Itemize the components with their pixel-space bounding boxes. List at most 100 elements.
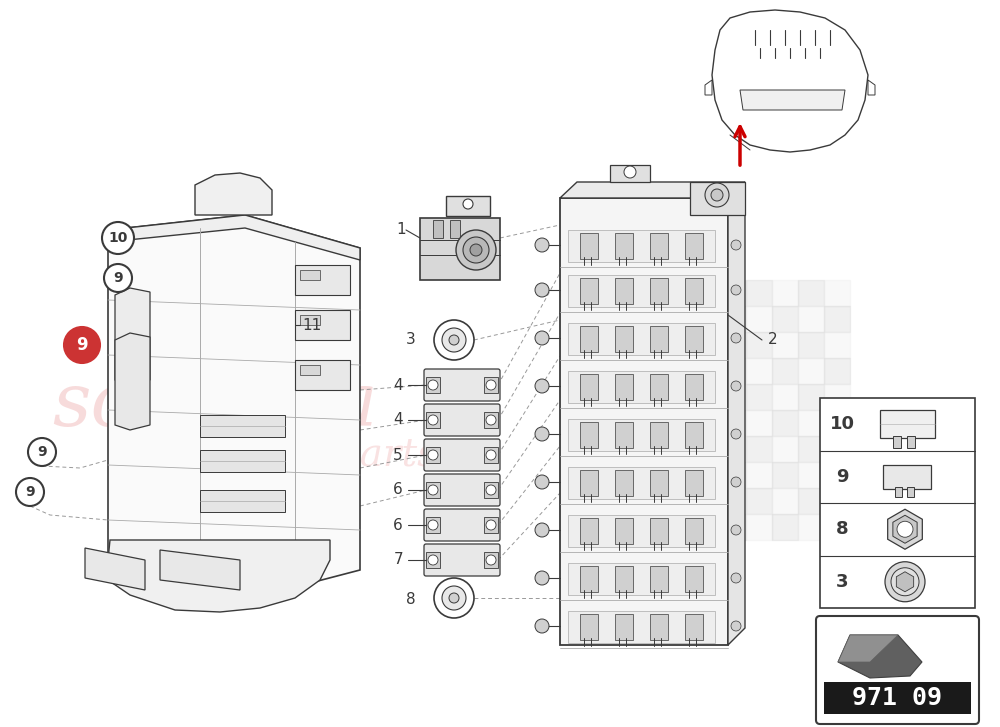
Bar bbox=[798, 358, 824, 384]
Bar bbox=[720, 280, 746, 306]
Bar bbox=[907, 487, 914, 497]
Circle shape bbox=[64, 327, 100, 363]
Bar bbox=[694, 280, 720, 306]
Bar bbox=[798, 410, 824, 436]
Circle shape bbox=[535, 331, 549, 345]
Bar bbox=[668, 462, 694, 488]
Bar bbox=[650, 326, 668, 352]
Bar bbox=[615, 422, 633, 448]
Bar bbox=[642, 514, 668, 540]
Bar bbox=[720, 306, 746, 332]
Bar bbox=[772, 358, 798, 384]
Circle shape bbox=[428, 555, 438, 565]
Bar bbox=[694, 384, 720, 410]
Bar bbox=[590, 306, 616, 332]
Bar bbox=[694, 306, 720, 332]
Bar bbox=[200, 490, 285, 512]
Bar bbox=[615, 518, 633, 544]
Text: 5: 5 bbox=[393, 448, 403, 462]
Polygon shape bbox=[568, 275, 715, 307]
Text: 4: 4 bbox=[393, 377, 403, 393]
Circle shape bbox=[463, 199, 473, 209]
Polygon shape bbox=[568, 563, 715, 595]
Bar bbox=[484, 412, 498, 428]
Circle shape bbox=[428, 450, 438, 460]
Text: 6: 6 bbox=[393, 518, 403, 532]
Polygon shape bbox=[568, 611, 715, 643]
Polygon shape bbox=[712, 10, 868, 152]
FancyBboxPatch shape bbox=[424, 544, 500, 576]
Circle shape bbox=[428, 520, 438, 530]
Bar bbox=[642, 436, 668, 462]
Circle shape bbox=[535, 238, 549, 252]
Bar bbox=[668, 410, 694, 436]
Polygon shape bbox=[568, 230, 715, 262]
Polygon shape bbox=[115, 288, 150, 385]
Text: scuderia: scuderia bbox=[52, 369, 378, 441]
Bar bbox=[746, 332, 772, 358]
Circle shape bbox=[731, 573, 741, 583]
Bar bbox=[426, 412, 440, 428]
Bar bbox=[685, 518, 703, 544]
Bar bbox=[798, 436, 824, 462]
Bar bbox=[772, 410, 798, 436]
Polygon shape bbox=[838, 635, 898, 662]
Bar bbox=[300, 270, 320, 280]
Bar bbox=[616, 514, 642, 540]
Bar bbox=[426, 517, 440, 533]
Circle shape bbox=[731, 525, 741, 535]
Polygon shape bbox=[568, 371, 715, 403]
Bar bbox=[820, 398, 975, 608]
Bar bbox=[484, 377, 498, 393]
Polygon shape bbox=[705, 80, 712, 95]
Bar bbox=[580, 374, 598, 400]
FancyBboxPatch shape bbox=[424, 369, 500, 401]
Bar bbox=[824, 384, 850, 410]
Bar bbox=[616, 436, 642, 462]
Bar bbox=[685, 614, 703, 640]
Bar bbox=[484, 482, 498, 498]
Circle shape bbox=[535, 379, 549, 393]
Bar bbox=[685, 374, 703, 400]
Circle shape bbox=[486, 415, 496, 425]
Bar bbox=[615, 566, 633, 592]
Bar bbox=[772, 514, 798, 540]
Bar bbox=[824, 306, 850, 332]
Bar bbox=[615, 233, 633, 259]
Bar bbox=[746, 514, 772, 540]
Bar bbox=[694, 332, 720, 358]
Circle shape bbox=[428, 380, 438, 390]
Circle shape bbox=[434, 320, 474, 360]
Bar bbox=[685, 566, 703, 592]
Bar bbox=[590, 514, 616, 540]
Bar bbox=[650, 566, 668, 592]
Bar bbox=[895, 487, 902, 497]
Bar bbox=[685, 233, 703, 259]
Bar bbox=[798, 306, 824, 332]
Bar bbox=[694, 410, 720, 436]
Bar bbox=[720, 514, 746, 540]
Text: 10: 10 bbox=[830, 415, 854, 433]
Polygon shape bbox=[560, 198, 728, 645]
Bar bbox=[798, 488, 824, 514]
Bar bbox=[616, 306, 642, 332]
Bar bbox=[650, 233, 668, 259]
Bar bbox=[746, 384, 772, 410]
Bar bbox=[668, 488, 694, 514]
Bar bbox=[824, 358, 850, 384]
FancyBboxPatch shape bbox=[424, 439, 500, 471]
Bar bbox=[746, 306, 772, 332]
Bar bbox=[685, 470, 703, 496]
Bar bbox=[650, 614, 668, 640]
Circle shape bbox=[885, 562, 925, 602]
Circle shape bbox=[731, 477, 741, 487]
Text: 6: 6 bbox=[393, 483, 403, 497]
Bar bbox=[824, 410, 850, 436]
Bar bbox=[616, 410, 642, 436]
Text: 10: 10 bbox=[108, 231, 128, 245]
Bar bbox=[685, 278, 703, 304]
Polygon shape bbox=[108, 540, 330, 612]
FancyBboxPatch shape bbox=[816, 616, 979, 724]
Bar bbox=[824, 514, 850, 540]
Bar bbox=[580, 566, 598, 592]
